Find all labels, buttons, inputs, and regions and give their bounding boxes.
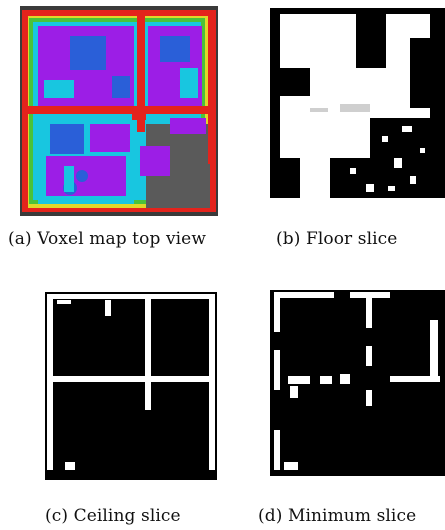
minimum-slice-image: [270, 290, 445, 476]
ceiling-slice-image: [45, 292, 217, 480]
panel-d-caption: (d) Minimum slice: [258, 506, 417, 526]
minimum-slice-panel: [270, 290, 445, 476]
panel-c-caption: (c) Ceiling slice: [45, 506, 181, 526]
panel-a-caption: (a) Voxel map top view: [8, 229, 206, 249]
floor-slice-panel: [270, 8, 445, 198]
ceiling-slice-panel: [45, 292, 217, 480]
panel-b-caption: (b) Floor slice: [276, 229, 398, 249]
voxel-map-panel: [20, 6, 218, 216]
voxel-map-image: [20, 6, 218, 216]
floor-slice-image: [270, 8, 445, 198]
